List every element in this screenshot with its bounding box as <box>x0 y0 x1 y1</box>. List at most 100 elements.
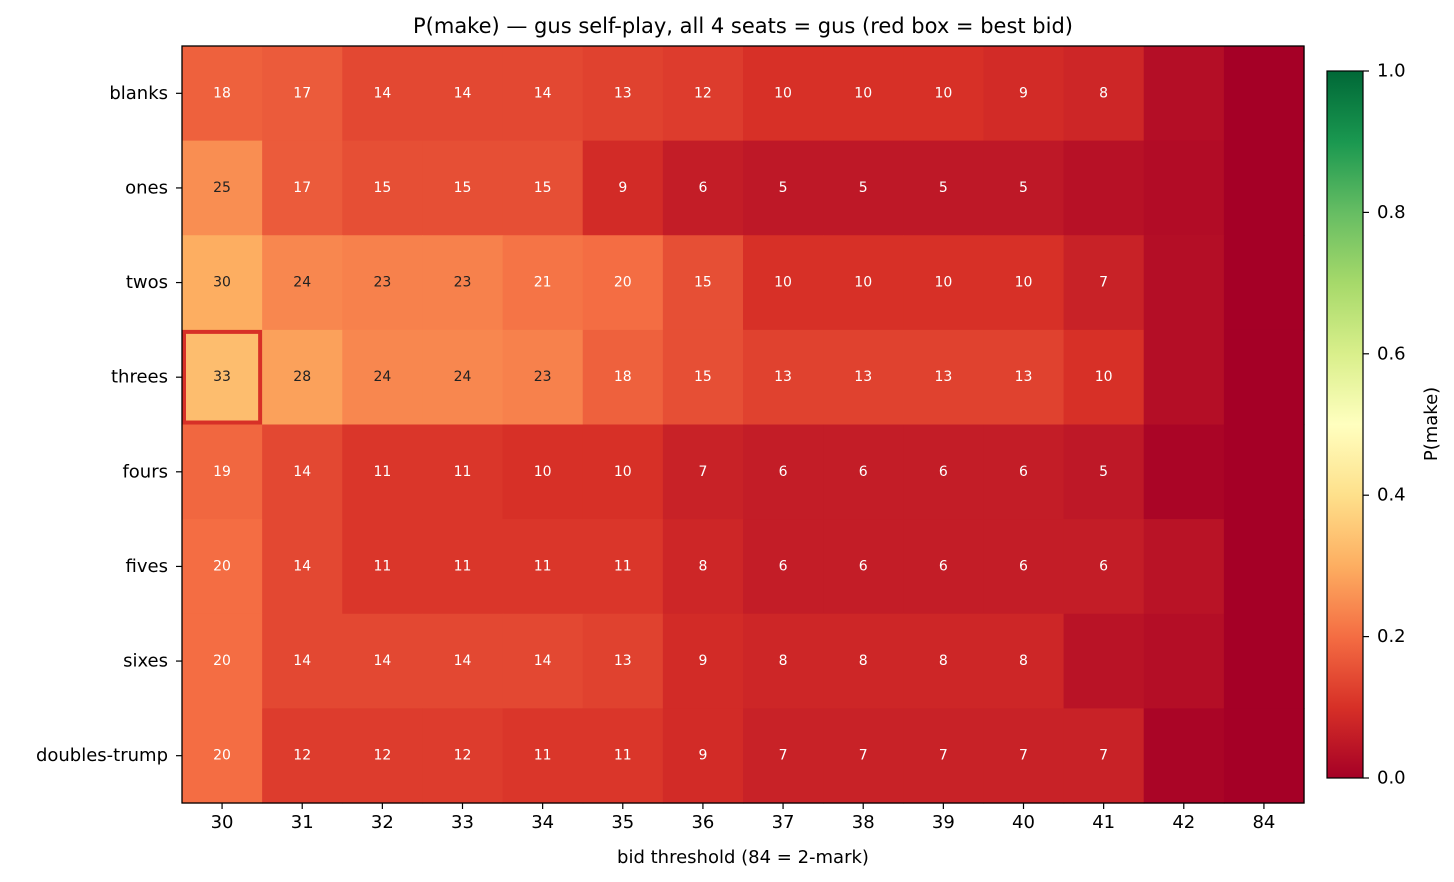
heatmap-cell <box>262 708 343 804</box>
heatmap-cell <box>182 613 263 709</box>
heatmap-cell <box>1143 708 1225 804</box>
cell-value-label: 12 <box>373 748 391 764</box>
x-tick-label: 42 <box>1172 812 1195 833</box>
heatmap-cell <box>662 140 744 236</box>
cell-value-label: 10 <box>774 85 792 101</box>
heatmap-cell <box>662 424 744 520</box>
heatmap-cell <box>823 613 904 709</box>
heatmap-cell <box>823 424 904 520</box>
x-tick-label: 39 <box>932 812 955 833</box>
cell-value-label: 6 <box>1099 558 1108 574</box>
heatmap-cell <box>662 519 744 615</box>
heatmap-cell <box>422 235 504 331</box>
cell-value-label: 9 <box>698 653 707 669</box>
colorbar-tick-label: 0.8 <box>1377 202 1406 223</box>
x-tick-label: 36 <box>691 812 714 833</box>
heatmap-cell <box>903 519 985 615</box>
cell-value-label: 21 <box>534 275 552 291</box>
y-tick-label: doubles-trump <box>36 745 168 766</box>
heatmap-cell <box>1223 235 1305 331</box>
cell-value-label: 10 <box>774 275 792 291</box>
heatmap-cell <box>422 329 504 426</box>
cell-value-label: 13 <box>614 85 632 101</box>
colorbar-gradient <box>1326 70 1364 779</box>
heatmap-cell <box>983 519 1065 615</box>
cell-value-label: 10 <box>614 464 632 480</box>
heatmap-cell <box>1143 424 1225 520</box>
heatmap-cell <box>743 46 824 142</box>
heatmap-cell <box>422 46 504 142</box>
cell-value-label: 10 <box>934 275 952 291</box>
cell-value-label: 10 <box>1015 275 1033 291</box>
x-axis: 30 31 32 33 34 35 36 37 38 39 40 41 42 84 <box>211 803 1275 833</box>
cell-value-label: 24 <box>293 275 311 291</box>
heatmap-cell <box>582 613 664 709</box>
cell-value-label: 11 <box>614 748 632 764</box>
cell-value-label: 15 <box>694 369 712 385</box>
colorbar-label: P(make) <box>1421 387 1442 461</box>
heatmap-cell <box>743 613 824 709</box>
cell-value-label: 13 <box>1015 369 1033 385</box>
heatmap-cells <box>182 46 1305 804</box>
cell-value-label: 11 <box>614 558 632 574</box>
heatmap-cell <box>582 235 664 331</box>
heatmap-cell <box>342 519 424 615</box>
heatmap-cell <box>1143 235 1225 331</box>
y-tick-label: ones <box>125 177 168 198</box>
heatmap-cell <box>502 708 584 804</box>
cell-value-label: 11 <box>373 558 391 574</box>
heatmap-cell <box>983 235 1065 331</box>
cell-value-label: 6 <box>939 558 948 574</box>
heatmap-cell <box>502 329 584 426</box>
colorbar-tick-label: 0.0 <box>1377 768 1406 789</box>
heatmap-cell <box>903 424 985 520</box>
cell-value-label: 13 <box>614 653 632 669</box>
heatmap-cell <box>983 708 1065 804</box>
x-tick-label: 37 <box>772 812 795 833</box>
x-tick-label: 38 <box>852 812 875 833</box>
x-tick-label: 35 <box>611 812 634 833</box>
cell-value-label: 6 <box>859 558 868 574</box>
heatmap-cell <box>262 519 343 615</box>
cell-value-label: 23 <box>454 275 472 291</box>
cell-value-label: 7 <box>779 748 788 764</box>
cell-value-label: 9 <box>1019 85 1028 101</box>
heatmap-cell <box>582 329 664 426</box>
cell-value-label: 14 <box>293 653 311 669</box>
y-tick-label: twos <box>126 272 168 293</box>
cell-value-label: 10 <box>1095 369 1113 385</box>
cell-value-label: 11 <box>534 748 552 764</box>
heatmap-cell-labels: 18 17 14 14 14 13 12 10 10 10 9 8 25 17 15 15 15 9 6 5 5 5 5 30… <box>213 85 1112 763</box>
x-tick-label: 40 <box>1012 812 1035 833</box>
cell-value-label: 20 <box>213 558 231 574</box>
cell-value-label: 28 <box>293 369 311 385</box>
heatmap-cell <box>422 519 504 615</box>
colorbar: 0.0 0.2 0.4 0.6 0.8 1.0 P(make) <box>1326 61 1442 789</box>
y-axis: blanks ones twos threes fours fives sixes doubl… <box>36 83 182 766</box>
cell-value-label: 5 <box>779 180 788 196</box>
heatmap-cell <box>983 140 1065 236</box>
heatmap-cell <box>182 424 263 520</box>
heatmap-cell <box>262 235 343 331</box>
cell-value-label: 14 <box>534 85 552 101</box>
cell-value-label: 6 <box>859 464 868 480</box>
colorbar-ticks: 0.0 0.2 0.4 0.6 0.8 1.0 <box>1363 61 1406 789</box>
heatmap-cell <box>262 613 343 709</box>
heatmap-cell <box>582 140 664 236</box>
x-tick-label: 30 <box>211 812 234 833</box>
cell-value-label: 14 <box>373 85 391 101</box>
heatmap-cell <box>743 519 824 615</box>
cell-value-label: 11 <box>454 558 472 574</box>
x-axis-label: bid threshold (84 = 2-mark) <box>617 847 869 868</box>
x-tick-label: 31 <box>291 812 314 833</box>
heatmap-cell <box>743 424 824 520</box>
cell-value-label: 14 <box>293 558 311 574</box>
cell-value-label: 8 <box>859 653 868 669</box>
heatmap-cell <box>422 424 504 520</box>
cell-value-label: 10 <box>854 85 872 101</box>
heatmap-cell <box>1143 613 1225 709</box>
heatmap-cell <box>662 613 744 709</box>
x-tick-label: 34 <box>531 812 554 833</box>
heatmap-cell <box>342 613 424 709</box>
heatmap-cell <box>1063 46 1145 142</box>
